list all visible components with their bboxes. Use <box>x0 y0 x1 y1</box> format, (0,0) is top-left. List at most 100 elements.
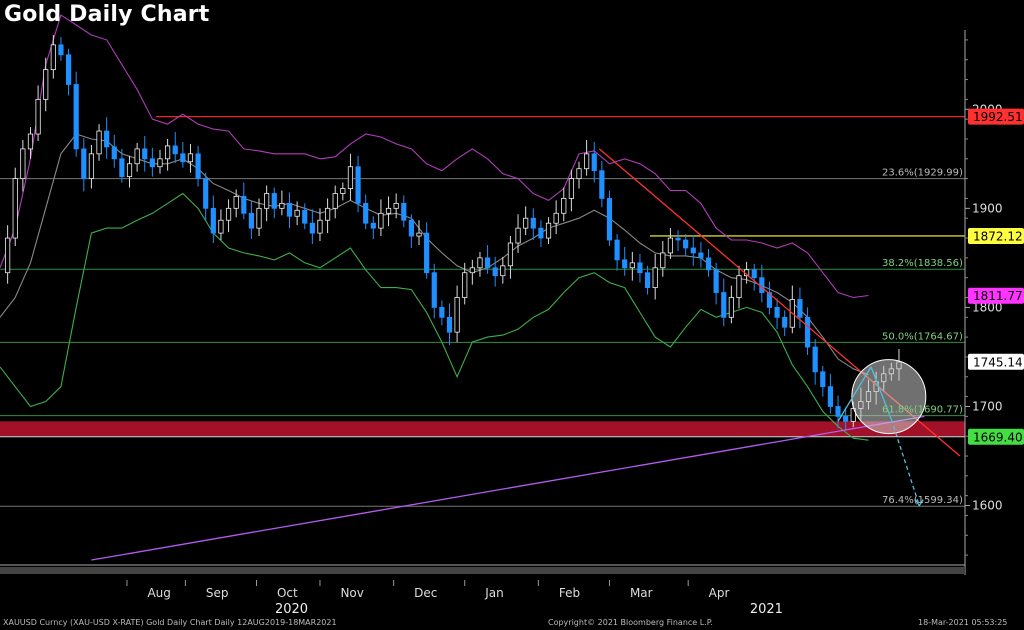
candle-body <box>35 98 41 135</box>
footer-timestamp: 18-Mar-2021 05:53:25 <box>918 618 1008 627</box>
fib-label: 38.2%(1838.56) <box>882 258 963 269</box>
projection-circle <box>851 359 927 435</box>
candle-body <box>804 316 811 348</box>
x-month-label: Mar <box>630 586 653 600</box>
demand-zone-layer <box>0 421 965 437</box>
candle-body <box>774 307 780 318</box>
price-axis-layer: 200019001800170016001992.511872.121811.7… <box>964 30 1024 575</box>
candle-body <box>187 153 194 163</box>
y-tick-label: 1900 <box>972 201 1003 215</box>
candle-body <box>584 153 590 170</box>
horizontal-levels-layer <box>0 116 965 507</box>
level-labels-layer: 23.6%(1929.99) 38.2%(1838.56) 50.0%(1764.6… <box>882 168 963 507</box>
candle-body <box>683 239 689 249</box>
candle-body <box>843 415 849 422</box>
candle-body <box>439 307 445 318</box>
candle-body <box>675 237 681 241</box>
candle-body <box>378 212 384 229</box>
candle-body <box>599 170 605 199</box>
candle-body <box>698 252 704 259</box>
candle-body <box>591 153 597 172</box>
candle-body <box>180 153 186 163</box>
level-badge-label: 1745.14 <box>973 355 1023 369</box>
candle-body <box>256 207 262 229</box>
level-badge-label: 1669.40 <box>973 430 1023 444</box>
candle-body <box>629 262 635 269</box>
candle-body <box>736 275 742 298</box>
candle-body <box>119 158 125 178</box>
x-month-label: Jan <box>484 586 504 600</box>
candle-body <box>73 84 79 150</box>
fib-label: 76.4%(1599.34) <box>882 495 963 506</box>
level-badge <box>968 227 1024 244</box>
candle-body <box>370 222 376 229</box>
candle-body <box>530 217 536 229</box>
candle-body <box>606 198 613 241</box>
candle-body <box>50 44 56 71</box>
candle-body <box>248 212 255 229</box>
candle-body <box>286 202 293 217</box>
candle-body <box>484 257 491 269</box>
candle-body <box>812 346 818 373</box>
candle-body <box>622 259 628 269</box>
candle-body <box>218 219 224 234</box>
candle-body <box>43 69 49 100</box>
candle-body <box>713 269 719 293</box>
candle-body <box>690 247 696 254</box>
candle-body <box>751 269 757 279</box>
candle-body <box>523 217 529 229</box>
candle-body <box>309 222 315 234</box>
x-month-label: Sep <box>206 586 229 600</box>
candle-body <box>134 148 140 165</box>
candle-body <box>264 193 270 209</box>
fib-label: 61.8%(1690.77) <box>882 405 963 416</box>
candle-body <box>157 158 163 168</box>
candle-body <box>294 209 300 217</box>
candle-body <box>172 145 178 155</box>
candle-body <box>58 44 64 56</box>
candle-body <box>347 166 354 189</box>
candle-body <box>363 202 369 224</box>
candle-body <box>561 198 567 214</box>
candle-body <box>424 232 430 274</box>
level-badge <box>968 428 1024 445</box>
x-month-label: Oct <box>277 586 298 600</box>
level-badge-label: 1872.12 <box>973 229 1023 243</box>
candle-body <box>576 168 582 180</box>
level-badge-label: 1992.51 <box>973 110 1023 124</box>
candle-body <box>431 272 437 308</box>
candle-body <box>324 207 331 221</box>
candle-body <box>65 54 72 85</box>
candle-body <box>454 297 460 333</box>
candle-body <box>446 316 453 333</box>
bollinger-bands-layer <box>0 14 869 441</box>
candle-body <box>835 406 841 417</box>
candle-body <box>644 272 651 288</box>
candle-body <box>469 267 475 274</box>
demand-zone-rect <box>0 421 965 437</box>
candle-body <box>667 237 674 254</box>
time-axis-scrollbar <box>0 567 965 574</box>
footer-security-info: XAUUSD Curncy (XAU-USD X-RATE) Gold Dail… <box>3 618 337 627</box>
level-badge-label: 1811.77 <box>973 289 1023 303</box>
candle-body <box>81 148 87 180</box>
candle-body <box>271 193 277 209</box>
candle-body <box>340 188 346 194</box>
candle-body <box>96 130 102 155</box>
candle-body <box>126 163 133 178</box>
chart-title: Gold Daily Chart <box>4 2 210 27</box>
y-tick-label: 1700 <box>972 399 1003 413</box>
candle-body <box>225 207 232 221</box>
candle-body <box>782 316 788 328</box>
x-month-label: Apr <box>709 586 730 600</box>
candle-body <box>660 252 666 269</box>
trendlines-layer <box>91 148 961 561</box>
candle-body <box>507 242 514 267</box>
candle-body <box>149 158 155 168</box>
candle-body <box>88 153 95 180</box>
candle-body <box>553 212 559 224</box>
candle-body <box>385 207 392 214</box>
candle-body <box>568 178 574 199</box>
x-month-label: Aug <box>147 586 170 600</box>
